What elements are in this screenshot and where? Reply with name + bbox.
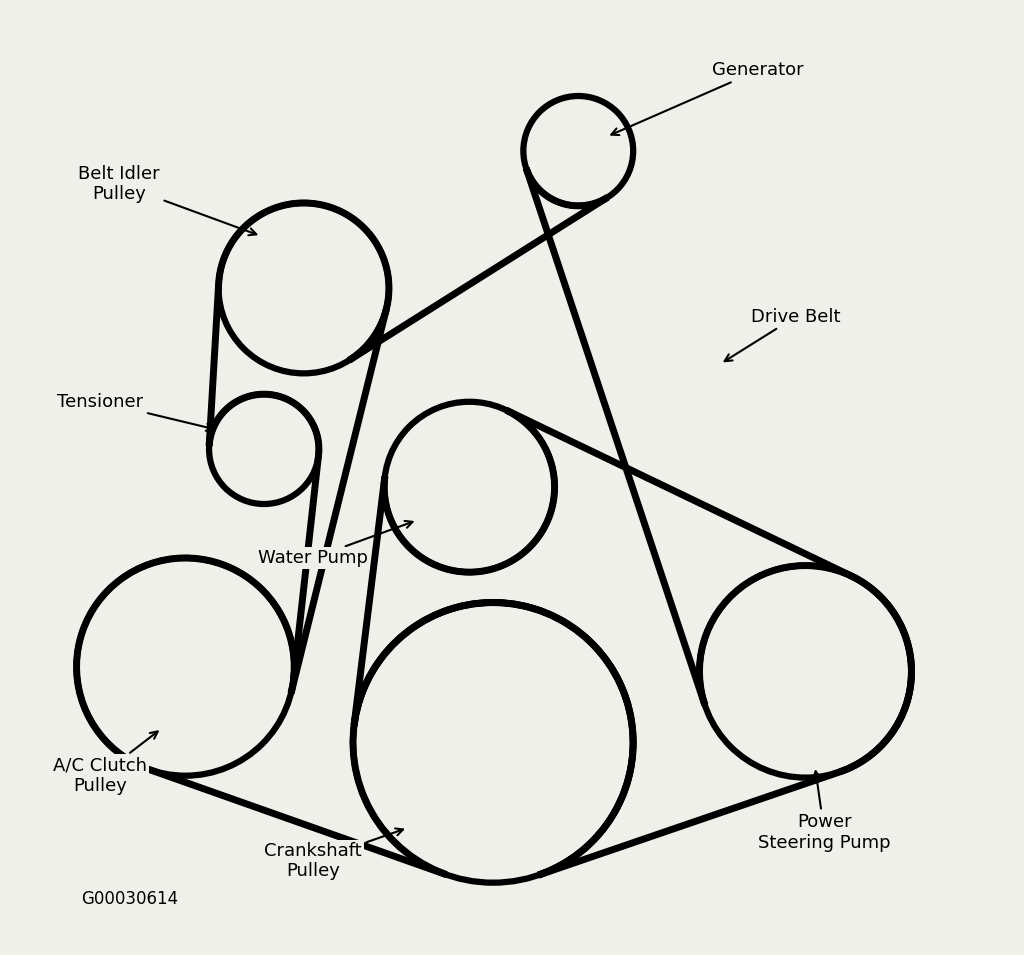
Text: Drive Belt: Drive Belt <box>725 308 841 361</box>
Text: Crankshaft
Pulley: Crankshaft Pulley <box>264 828 403 881</box>
Text: Generator: Generator <box>611 61 804 135</box>
Text: Power
Steering Pump: Power Steering Pump <box>758 772 891 852</box>
Text: Water Pump: Water Pump <box>258 520 413 567</box>
Text: Tensioner: Tensioner <box>57 393 214 431</box>
Text: Belt Idler
Pulley: Belt Idler Pulley <box>78 164 256 235</box>
Text: G00030614: G00030614 <box>81 890 178 908</box>
Text: A/C Clutch
Pulley: A/C Clutch Pulley <box>53 732 158 796</box>
